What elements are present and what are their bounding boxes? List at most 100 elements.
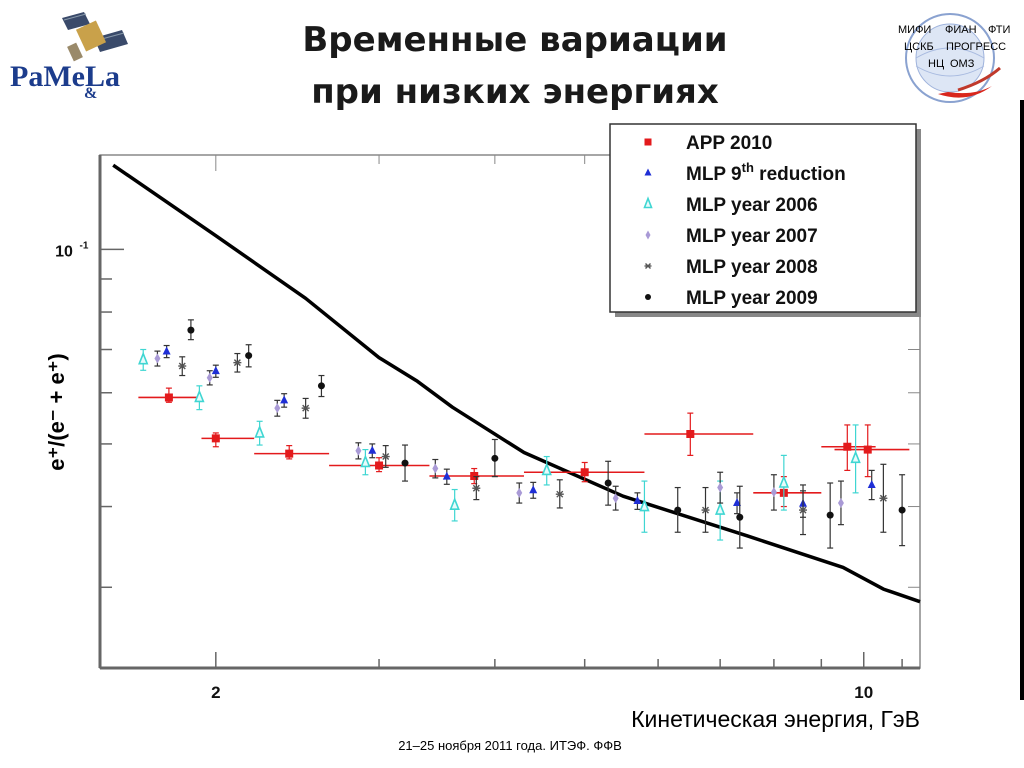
star-marker <box>381 453 390 461</box>
title-line-1: Временные вариации <box>302 20 728 60</box>
star-marker <box>799 506 808 514</box>
legend-label: MLP year 2009 <box>686 288 818 309</box>
square-marker <box>211 434 220 443</box>
triangle-marker <box>280 395 289 404</box>
footer-text: 21–25 ноября 2011 года. ИТЭФ. ФФВ <box>398 738 622 753</box>
org-fti: ФТИ <box>988 24 1011 36</box>
open-triangle-marker <box>643 196 653 209</box>
open-triangle-marker <box>360 454 371 468</box>
star-stroke <box>879 494 887 502</box>
star-stroke <box>233 359 241 367</box>
diamond-marker <box>516 487 523 498</box>
open-triangle-marker <box>778 474 790 488</box>
series-mlp-year-2006 <box>138 348 861 541</box>
org-tsskb: ЦСКБ <box>904 41 934 53</box>
star-marker <box>178 362 187 370</box>
legend-label: APP 2010 <box>686 133 772 154</box>
y-axis-label-text: e⁺/(e⁻ + e⁺) <box>44 353 69 470</box>
y-axis-label: e⁺/(e⁻ + e⁺) <box>44 353 69 470</box>
dot-marker <box>245 352 253 360</box>
star-stroke <box>702 506 710 514</box>
y-tick-label: 10 <box>55 243 73 260</box>
dot-marker <box>491 454 499 462</box>
legend-label: MLP 9th reduction <box>686 160 846 185</box>
square-marker <box>686 430 695 439</box>
triangle-marker <box>211 366 220 375</box>
star-marker <box>879 494 888 502</box>
dot-marker <box>401 459 409 467</box>
model-curve <box>112 163 921 604</box>
diamond-marker <box>274 403 281 414</box>
square-marker <box>285 449 294 458</box>
pamela-logo: PaMeLa & <box>10 12 128 100</box>
star-stroke <box>556 490 564 498</box>
square-marker <box>863 445 872 454</box>
series-mlp-year-2007 <box>154 350 844 526</box>
diamond-marker <box>717 482 724 493</box>
triangle-marker <box>529 485 538 494</box>
open-triangle-marker <box>541 462 552 476</box>
plot-frame <box>98 154 921 670</box>
square-marker <box>843 442 852 451</box>
open-triangle-marker <box>714 501 726 515</box>
star-marker <box>644 263 652 269</box>
legend-label: MLP year 2008 <box>686 257 818 278</box>
dot-marker <box>317 382 325 390</box>
dot-marker <box>736 513 744 521</box>
legend: APP 2010 MLP 9th reduction MLP year 2006 ML… <box>609 123 921 317</box>
open-triangle-marker <box>449 496 460 510</box>
diamond-marker <box>645 230 651 240</box>
x-axis-label: Кинетическая энергия, ГэВ <box>631 706 920 732</box>
star-marker <box>301 404 310 412</box>
title-line-2: при низких энергиях <box>311 72 719 112</box>
open-triangle-marker <box>639 498 650 512</box>
logo-amp: & <box>84 85 97 100</box>
legend-box <box>609 123 917 313</box>
triangle-marker <box>368 445 377 454</box>
consortium-seal-logo <box>905 13 1001 103</box>
diamond-marker <box>206 372 213 383</box>
diamond-marker <box>432 463 439 474</box>
diamond-marker <box>837 498 844 509</box>
open-triangle-marker <box>194 389 205 403</box>
series-mlp-year-2008 <box>178 352 888 536</box>
logo-text: PaMeLa <box>10 60 120 93</box>
diamond-marker <box>355 445 362 456</box>
org-progress: ПРОГРЕСС <box>946 41 1007 53</box>
triangle-marker <box>442 471 451 480</box>
slide-title: Временные вариации при низких энергиях <box>250 14 780 118</box>
star-marker <box>472 484 481 492</box>
open-triangle-marker <box>850 450 861 464</box>
org-omz: ОМЗ <box>950 58 975 70</box>
series-mlp-year-2009 <box>187 319 906 549</box>
open-triangle-marker <box>138 351 149 365</box>
dot-marker <box>645 294 651 300</box>
org-nts: НЦ <box>928 58 945 70</box>
square-marker <box>164 393 173 402</box>
triangle-marker <box>867 479 876 488</box>
model-curve-line <box>112 163 921 604</box>
triangle-marker <box>633 495 642 504</box>
star-marker <box>233 359 242 367</box>
legend-label: MLP year 2006 <box>686 195 818 216</box>
star-marker <box>555 490 564 498</box>
square-marker <box>644 138 652 146</box>
diamond-marker <box>612 493 619 504</box>
data-points <box>138 319 910 549</box>
y-tick-label-exponent: -1 <box>80 240 89 251</box>
star-stroke <box>302 404 310 412</box>
dot-marker <box>826 511 834 519</box>
square-marker <box>580 468 589 477</box>
star-stroke <box>178 362 186 370</box>
x-tick-label: 10 <box>854 683 873 702</box>
star-stroke <box>472 484 480 492</box>
square-marker <box>470 471 479 480</box>
triangle-marker <box>733 498 742 507</box>
square-marker <box>375 461 384 470</box>
diamond-marker <box>154 353 161 364</box>
series-app-2010 <box>138 387 910 508</box>
dot-marker <box>187 326 195 334</box>
x-tick-label: 2 <box>211 683 220 702</box>
diamond-marker <box>770 487 777 498</box>
